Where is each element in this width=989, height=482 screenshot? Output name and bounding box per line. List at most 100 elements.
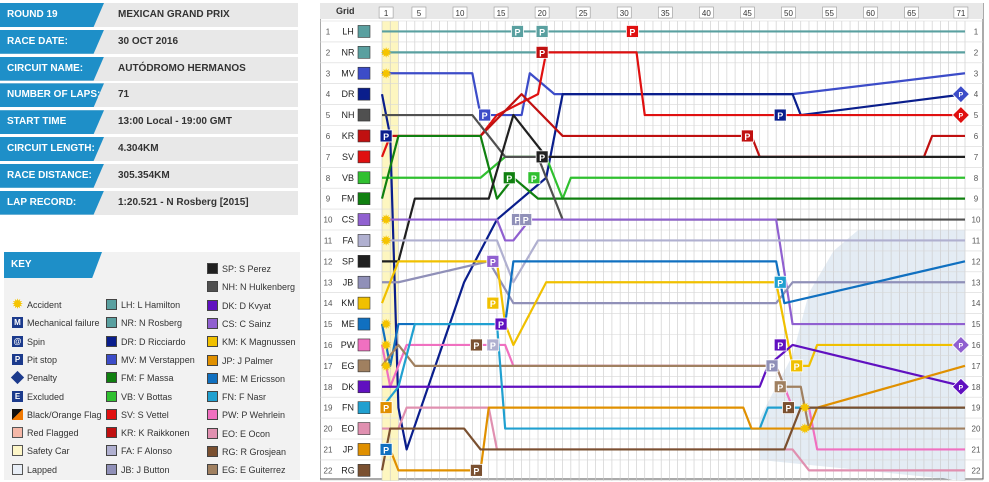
lap-tick-label: 35 bbox=[661, 9, 670, 18]
position-label-left: 19 bbox=[324, 404, 333, 413]
pit-stop-marker bbox=[478, 108, 492, 122]
lap-tick-box bbox=[616, 6, 632, 19]
pit-stop-icon: P bbox=[12, 353, 23, 365]
grid-driver-code: SV bbox=[342, 152, 354, 162]
info-value: AUTÓDROMO HERMANOS RODRÍGUEZ bbox=[118, 62, 246, 98]
pit-stop-letter: P bbox=[794, 362, 800, 372]
pit-stop-letter: P bbox=[769, 362, 775, 372]
series-line-jb bbox=[382, 260, 965, 305]
driver-swatch bbox=[106, 408, 117, 420]
pit-stop-marker bbox=[782, 401, 795, 415]
series-line-fn bbox=[381, 322, 965, 430]
position-label-left: 9 bbox=[326, 195, 331, 204]
safety-car-icon bbox=[12, 445, 23, 457]
pit-stop-marker bbox=[519, 213, 533, 226]
pit-stop-marker bbox=[626, 25, 639, 38]
pit-stop-marker bbox=[486, 296, 500, 310]
pit-stop-letter: P bbox=[490, 257, 496, 267]
lap-tick-box bbox=[863, 6, 878, 19]
lap-tick-box bbox=[657, 6, 673, 19]
penalty-marker bbox=[951, 377, 970, 396]
chart-header bbox=[320, 3, 983, 19]
position-label-left: 16 bbox=[324, 341, 333, 350]
position-label-left: 11 bbox=[324, 236, 333, 245]
grid-driver-swatch bbox=[357, 129, 371, 143]
grid-driver-swatch bbox=[357, 150, 371, 164]
info-row: CIRCUIT NAME: AUTÓDROMO HERMANOS RODRÍGUE… bbox=[0, 56, 298, 98]
grid-driver-swatch bbox=[357, 46, 371, 59]
pit-stop-letter: P bbox=[777, 278, 783, 288]
pit-stop-letter: P bbox=[514, 27, 520, 37]
info-label: START TIME bbox=[0, 110, 104, 135]
position-label-left: 5 bbox=[326, 111, 331, 120]
key-label: DR: D Ricciardo bbox=[121, 336, 186, 347]
series-line-cs bbox=[382, 218, 965, 326]
pit-stop-marker bbox=[470, 463, 483, 477]
driver-swatch bbox=[207, 464, 218, 476]
info-label: RACE DATE: bbox=[0, 29, 104, 54]
grid-driver-swatch bbox=[357, 338, 371, 352]
pit-stop-marker bbox=[535, 150, 549, 164]
driver-swatch bbox=[207, 354, 218, 366]
driver-swatch bbox=[106, 335, 117, 347]
series-line-rg bbox=[380, 406, 965, 471]
grid-driver-swatch bbox=[357, 317, 371, 331]
lap-tick-box bbox=[699, 6, 714, 19]
key-label: FN: F Nasr bbox=[222, 392, 266, 403]
info-label: CIRCUIT LENGTH: bbox=[0, 137, 104, 161]
info-value: 13:00 Local - 19:00 GMT bbox=[118, 116, 232, 128]
key-label: Excluded bbox=[27, 391, 65, 402]
lap-tick-box bbox=[781, 6, 796, 19]
series-line-me bbox=[380, 260, 966, 367]
lapped-icon bbox=[12, 463, 23, 475]
series-line-fm bbox=[380, 134, 965, 200]
position-label-left: 20 bbox=[324, 425, 333, 434]
driver-swatch bbox=[106, 317, 117, 329]
info-value: 1:20.521 - N Rosberg [2015] bbox=[118, 196, 249, 208]
pit-stop-letter: P bbox=[523, 216, 529, 226]
grid-driver-swatch bbox=[357, 255, 371, 268]
grid-driver-code: JP bbox=[343, 444, 354, 454]
accident-marker: ✹ bbox=[799, 401, 811, 417]
key-label: Penalty bbox=[27, 373, 58, 384]
position-label-right: 17 bbox=[972, 362, 981, 371]
driver-swatch bbox=[106, 390, 117, 402]
lap-tick-label: 40 bbox=[702, 9, 711, 18]
position-label-right: 21 bbox=[972, 445, 981, 454]
pit-stop-letter: P bbox=[539, 48, 545, 58]
series-line-sp bbox=[382, 113, 965, 263]
pit-stop-marker bbox=[486, 338, 500, 352]
pit-stop-letter: P bbox=[777, 383, 783, 393]
position-label-right: 6 bbox=[974, 132, 979, 141]
info-row: ROUND 19 MEXICAN GRAND PRIX bbox=[0, 3, 298, 27]
key-label: CS: C Sainz bbox=[222, 318, 272, 329]
black-orange-flag-icon bbox=[12, 408, 23, 420]
position-label-left: 14 bbox=[324, 299, 333, 308]
accident-marker: ✹ bbox=[380, 317, 392, 333]
pit-stop-letter: P bbox=[539, 27, 545, 37]
key-label: KM: K Magnussen bbox=[222, 337, 296, 348]
position-label-left: 3 bbox=[326, 69, 331, 78]
key-label: ME: M Ericsson bbox=[222, 373, 286, 384]
mechanical-failure-icon: M bbox=[12, 317, 23, 329]
grid-driver-code: FM bbox=[342, 194, 355, 204]
key-label: Spin bbox=[27, 336, 46, 347]
position-label-right: 3 bbox=[974, 69, 979, 78]
lap-tick-label: 1 bbox=[384, 9, 389, 18]
grid-driver-code: DR bbox=[342, 89, 355, 99]
grid-driver-swatch bbox=[357, 213, 371, 226]
key-label: Black/Orange Flag bbox=[27, 409, 102, 420]
driver-swatch bbox=[106, 353, 117, 365]
position-label-left: 15 bbox=[324, 320, 333, 329]
grid-driver-swatch bbox=[357, 401, 371, 414]
grid-driver-code: EO bbox=[341, 424, 354, 434]
position-label-right: 8 bbox=[974, 174, 979, 183]
position-label-right: 11 bbox=[972, 236, 981, 245]
pit-stop-marker bbox=[527, 171, 541, 185]
series-line-vb bbox=[382, 155, 965, 200]
position-label-right: 12 bbox=[972, 257, 981, 266]
grid-driver-code: VB bbox=[342, 173, 354, 183]
position-label-right: 4 bbox=[974, 90, 979, 99]
position-label-left: 8 bbox=[326, 174, 331, 183]
info-value: 4.304KM bbox=[118, 143, 159, 154]
